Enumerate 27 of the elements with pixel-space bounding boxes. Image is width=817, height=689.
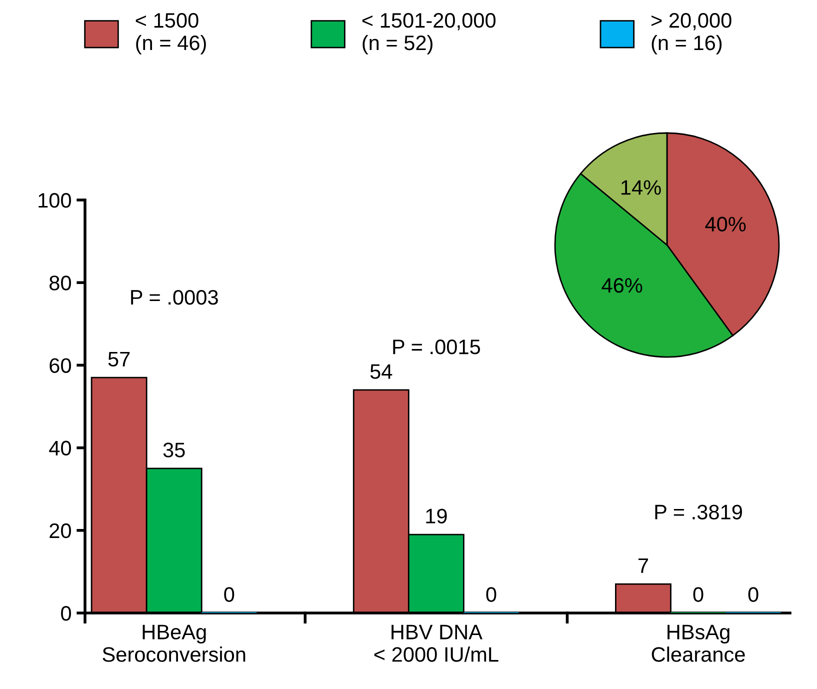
data-label: 0: [486, 587, 496, 602]
legend-label: > 20,000 (n = 16): [652, 13, 732, 54]
y-tick-label: 20: [50, 523, 71, 538]
x-tick-label: HBeAg Seroconversion: [102, 624, 246, 662]
x-tick-label: HBV DNA < 2000 IU/mL: [374, 624, 498, 662]
y-tick-label: 60: [50, 358, 71, 373]
data-label: 35: [163, 442, 185, 458]
data-label: 19: [426, 508, 447, 524]
data-label: 46%: [602, 278, 642, 293]
data-label: 57: [108, 352, 130, 367]
legend-label: < 1501-20,000 (n = 52): [362, 13, 496, 54]
data-label: 54: [370, 364, 392, 379]
data-label: 0: [693, 587, 704, 602]
y-tick-label: 80: [50, 276, 71, 290]
y-tick-label: 0: [61, 606, 71, 621]
annotation: P = .3819: [655, 504, 742, 520]
x-tick-label: HBsAg Clearance: [652, 624, 745, 662]
legend-label: < 1500 (n = 46): [136, 13, 206, 54]
data-label: 0: [748, 587, 758, 602]
y-tick-label: 100: [38, 193, 71, 208]
annotation: P = .0003: [131, 290, 218, 305]
annotation: P = .0015: [393, 340, 480, 354]
data-label: 40%: [705, 216, 746, 232]
data-label: 0: [224, 587, 234, 602]
data-label: 14%: [622, 180, 661, 195]
y-tick-label: 40: [49, 440, 71, 456]
data-label: 7: [638, 558, 648, 573]
